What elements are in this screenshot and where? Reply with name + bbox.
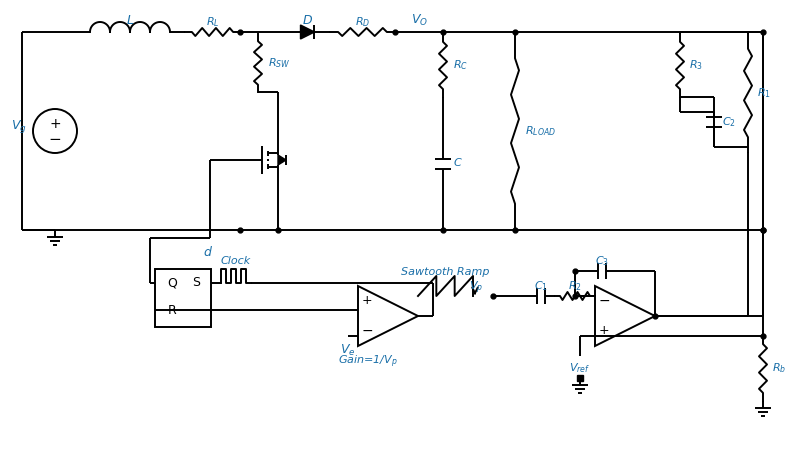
Text: S: S <box>192 277 200 289</box>
Text: R$_2$: R$_2$ <box>568 279 582 293</box>
Text: C$_1$: C$_1$ <box>534 279 548 293</box>
Text: −: − <box>49 131 61 147</box>
Text: R$_{SW}$: R$_{SW}$ <box>268 56 291 70</box>
Text: R$_L$: R$_L$ <box>206 15 219 29</box>
Text: Q: Q <box>167 277 177 289</box>
Polygon shape <box>358 286 418 346</box>
Text: V$_e$: V$_e$ <box>340 343 355 358</box>
Text: R$_C$: R$_C$ <box>453 59 468 72</box>
Text: −: − <box>361 324 373 338</box>
Text: R$_D$: R$_D$ <box>355 15 371 29</box>
Text: V$_g$: V$_g$ <box>11 118 27 136</box>
Text: Sawtooth Ramp: Sawtooth Ramp <box>401 267 489 277</box>
Text: Clock: Clock <box>221 256 251 266</box>
Text: Gain=1/V$_p$: Gain=1/V$_p$ <box>338 354 398 370</box>
Bar <box>155 269 211 327</box>
Text: +: + <box>599 324 610 338</box>
Polygon shape <box>595 286 655 346</box>
Text: R$_{LOAD}$: R$_{LOAD}$ <box>525 124 556 138</box>
Text: R$_3$: R$_3$ <box>689 59 703 72</box>
Polygon shape <box>300 25 315 39</box>
Text: C: C <box>454 158 461 168</box>
Text: C$_2$: C$_2$ <box>722 115 736 129</box>
Text: D: D <box>302 14 312 26</box>
Text: R$_b$: R$_b$ <box>772 362 787 375</box>
Text: d: d <box>203 246 211 258</box>
Text: V$_{ref}$: V$_{ref}$ <box>569 361 591 375</box>
Text: −: − <box>599 294 610 308</box>
Text: +: + <box>49 117 61 131</box>
Text: C$_3$: C$_3$ <box>595 254 610 268</box>
Text: V$_p$: V$_p$ <box>469 280 483 296</box>
Text: V$_O$: V$_O$ <box>411 12 429 28</box>
Polygon shape <box>278 155 286 165</box>
Text: L: L <box>127 14 134 26</box>
Text: +: + <box>362 294 372 308</box>
Text: R$_1$: R$_1$ <box>757 86 771 100</box>
Text: R: R <box>167 303 176 317</box>
